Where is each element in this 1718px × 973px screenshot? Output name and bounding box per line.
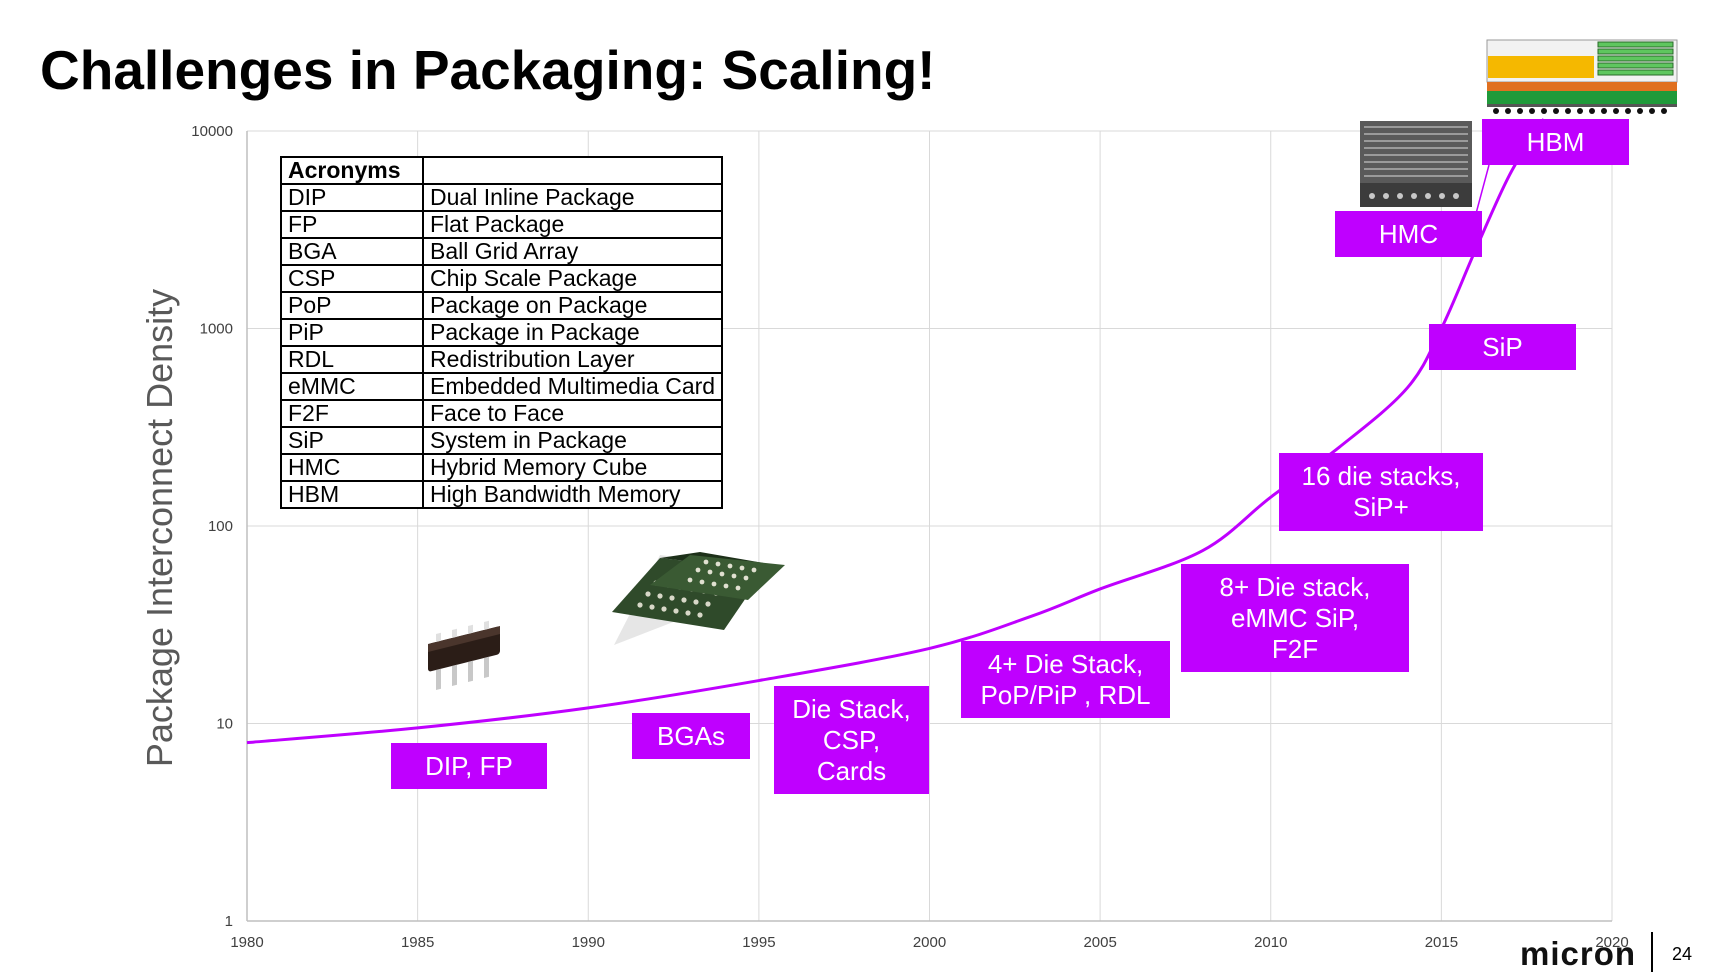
x-tick-label: 2000: [913, 934, 946, 951]
hmc-die-photo: [1360, 121, 1472, 207]
callout-8-die-stack: 8+ Die stack, eMMC SiP, F2F: [1181, 564, 1409, 672]
density-trend-line: [246, 118, 1546, 745]
callout-4-die-stack: 4+ Die Stack, PoP/PiP , RDL: [961, 641, 1170, 718]
callout-bgas: BGAs: [632, 713, 750, 759]
acronym-row: PoP Package on Package: [280, 291, 724, 320]
acronym-row: F2F Face to Face: [280, 399, 724, 428]
acronym-row: CSP Chip Scale Package: [280, 264, 724, 293]
page-number: 24: [1672, 944, 1693, 964]
acronyms-header: Acronyms: [280, 156, 424, 185]
acronym-row: eMMC Embedded Multimedia Card: [280, 372, 724, 401]
acronym-row: PiP Package in Package: [280, 318, 724, 347]
y-axis-label: Package Interconnect Density: [139, 289, 180, 767]
micron-logo: micron: [1520, 935, 1637, 972]
x-tick-label: 2010: [1254, 934, 1287, 951]
acronym-row: HMC Hybrid Memory Cube: [280, 453, 724, 482]
callout-sip: SiP: [1429, 324, 1576, 370]
acronym-row: RDL Redistribution Layer: [280, 345, 724, 374]
acronyms-header-row: Acronyms: [280, 156, 724, 185]
y-tick-label: 10000: [191, 123, 233, 140]
acronym-row: BGA Ball Grid Array: [280, 237, 724, 266]
acronym-row: FP Flat Package: [280, 210, 724, 239]
acronym-row: HBM High Bandwidth Memory: [280, 480, 724, 509]
y-tick-label: 10: [216, 716, 233, 733]
callout-die-stack: Die Stack, CSP, Cards: [774, 686, 929, 794]
bga-chip-photo: [612, 552, 785, 645]
acronym-row: DIP Dual Inline Package: [280, 183, 724, 212]
callout-hbm: HBM: [1482, 119, 1629, 165]
callout-hmc: HMC: [1335, 211, 1482, 257]
callout-dip-fp: DIP, FP: [391, 743, 547, 789]
x-tick-label: 2015: [1425, 934, 1458, 951]
y-tick-label: 1000: [200, 321, 233, 338]
acronyms-table: Acronyms DIP Dual Inline Package FP Flat P…: [280, 156, 724, 509]
acronym-row: SiP System in Package: [280, 426, 724, 455]
hbm-stack-diagram: [1486, 39, 1678, 114]
y-tick-label: 1: [225, 913, 233, 930]
x-tick-label: 1985: [401, 934, 434, 951]
x-tick-label: 2005: [1083, 934, 1116, 951]
callout-16-die-stacks: 16 die stacks, SiP+: [1279, 453, 1483, 531]
x-tick-label: 1980: [230, 934, 263, 951]
x-tick-labels: 1980 1985 1990 1995 2000 2005 2010 2015 2020: [230, 934, 1628, 951]
footer-divider: [1651, 932, 1653, 972]
slide-title: Challenges in Packaging: Scaling!: [40, 39, 936, 101]
y-tick-label: 100: [208, 518, 233, 535]
y-tick-labels: 1 10 100 1000 10000: [191, 123, 233, 930]
x-tick-label: 2020: [1595, 934, 1628, 951]
x-tick-label: 1990: [572, 934, 605, 951]
x-tick-label: 1995: [742, 934, 775, 951]
dip-chip-photo: [428, 620, 500, 691]
